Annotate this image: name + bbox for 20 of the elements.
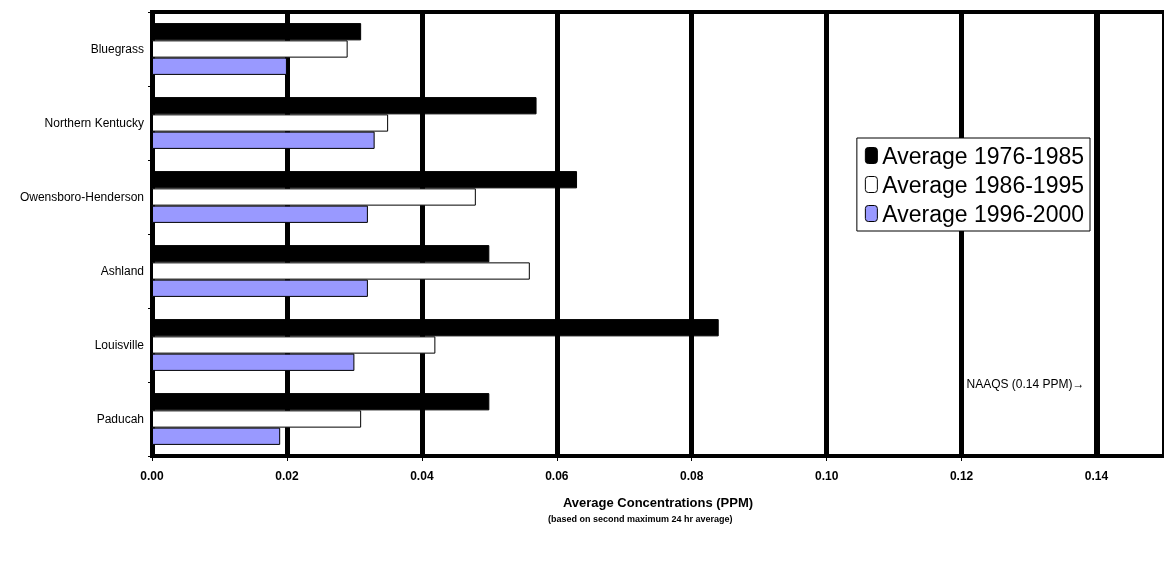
x-tick-label: 0.02 bbox=[275, 469, 299, 483]
x-tick-label: 0.10 bbox=[814, 469, 839, 483]
legend-label: Average 1996-2000 bbox=[882, 200, 1085, 227]
x-tick-label: 0.12 bbox=[949, 469, 974, 483]
legend-label: Average 1986-1995 bbox=[882, 171, 1085, 198]
y-tick-label: Owensboro-Henderson bbox=[19, 190, 144, 204]
x-tick-label: 0.08 bbox=[680, 469, 704, 483]
y-tick-label: Northern Kentucky bbox=[44, 116, 144, 130]
x-tick-label: 0.06 bbox=[545, 469, 569, 483]
ref-line-label: NAAQS (0.14 PPM)→ bbox=[966, 377, 1085, 391]
legend-label: Average 1976-1985 bbox=[882, 142, 1085, 169]
y-tick-label: Ashland bbox=[100, 264, 144, 278]
x-tick-label: 0.00 bbox=[140, 469, 164, 483]
y-tick-label: Paducah bbox=[96, 412, 144, 426]
y-tick-label: Louisville bbox=[94, 338, 145, 352]
text: (based on second maximum 24 hr average) bbox=[548, 513, 733, 524]
y-tick-label: Bluegrass bbox=[90, 42, 144, 56]
x-axis-title: Average Concentrations (PPM) bbox=[562, 495, 754, 510]
x-tick-label: 0.04 bbox=[410, 469, 434, 483]
x-tick-label: 0.14 bbox=[1084, 469, 1109, 483]
